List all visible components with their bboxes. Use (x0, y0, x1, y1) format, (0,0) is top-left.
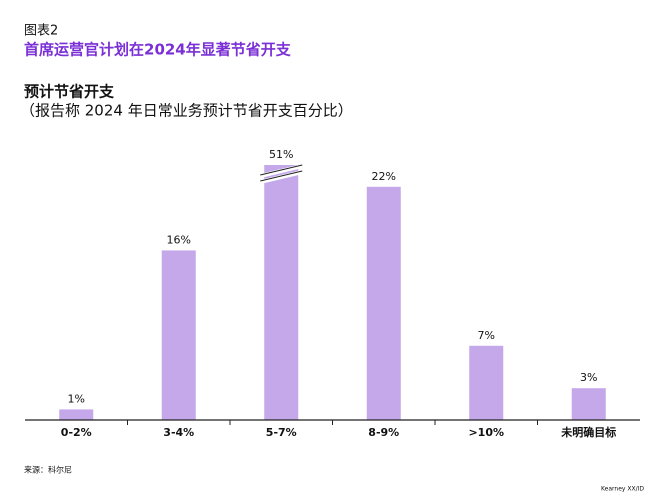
bar (264, 165, 299, 420)
value-label: 1% (68, 392, 85, 405)
chart-title: 预计节省开支 (24, 83, 115, 101)
bar (571, 388, 606, 420)
bar (366, 186, 401, 420)
value-label: 3% (580, 371, 597, 384)
bar-break (260, 164, 303, 176)
value-label: 16% (167, 233, 191, 246)
value-label: 22% (372, 170, 396, 183)
figure-label: 图表2 (24, 24, 58, 39)
chart-subtitle: （报告称 2024 年日常业务预计节省开支百分比） (20, 102, 353, 120)
x-tick-label: 3-4% (163, 426, 194, 439)
bar-break (259, 170, 303, 184)
x-tick-label: >10% (468, 426, 504, 439)
bar (59, 409, 94, 420)
x-tick-label: 未明确目标 (560, 425, 616, 439)
bar (469, 345, 504, 420)
x-tick-label: 5-7% (266, 426, 297, 439)
x-tick-label: 8-9% (368, 426, 399, 439)
bar (161, 250, 196, 420)
value-label: 51% (269, 148, 293, 161)
brand: Kearney XX/ID (601, 486, 644, 493)
source: 来源：科尔尼 (24, 465, 72, 475)
value-label: 7% (478, 329, 495, 342)
x-tick-label: 0-2% (61, 426, 92, 439)
bar-break (260, 170, 303, 182)
bar-break (259, 164, 303, 178)
page-title: 首席运营官计划在2024年显著节省开支 (24, 41, 292, 59)
